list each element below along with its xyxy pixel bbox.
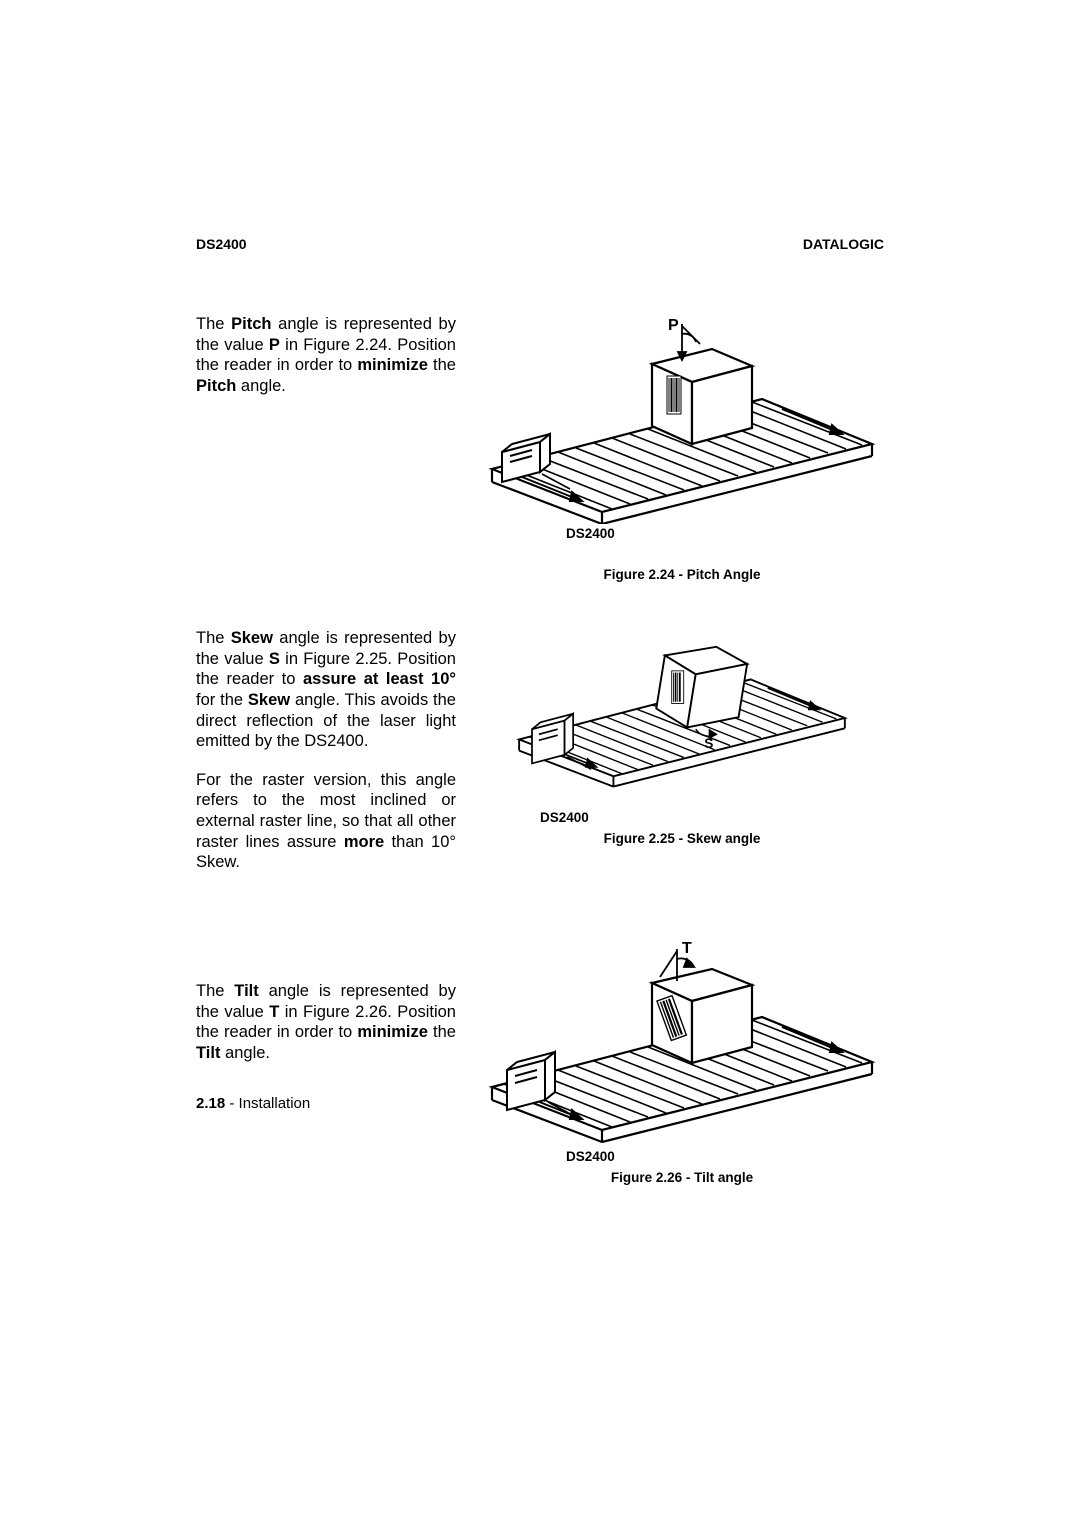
pitch-device-label: DS2400 [566, 526, 615, 541]
pitch-angle-letter: P [668, 317, 679, 334]
section-tilt: The Tilt angle is represented by the val… [196, 937, 884, 1185]
skew-figure: S DS2400 Figure 2.25 - Skew angle [480, 628, 884, 846]
skew-device-label: DS2400 [540, 810, 589, 825]
footer-page: 2.18 [196, 1095, 225, 1112]
tilt-caption: Figure 2.26 - Tilt angle [611, 1170, 753, 1185]
tilt-angle-letter: T [682, 940, 692, 957]
pitch-text: The Pitch angle is represented by the va… [196, 314, 456, 415]
page-header: DS2400 DATALOGIC [196, 236, 884, 252]
skew-angle-letter: S [704, 736, 713, 751]
tilt-figure: T DS2400 Figure 2.26 - Tilt angle [480, 937, 884, 1185]
page-footer: 2.18 - Installation [196, 1095, 310, 1112]
tilt-diagram: T [482, 937, 882, 1147]
skew-caption: Figure 2.25 - Skew angle [604, 831, 761, 846]
skew-text: The Skew angle is represented by the val… [196, 628, 456, 891]
pitch-figure: P DS2400 Figure 2.24 - Pitch Angle [480, 314, 884, 582]
pitch-caption: Figure 2.24 - Pitch Angle [603, 567, 760, 582]
pitch-diagram: P [482, 314, 882, 524]
tilt-text: The Tilt angle is represented by the val… [196, 981, 456, 1082]
header-right: DATALOGIC [803, 236, 884, 252]
section-skew: The Skew angle is represented by the val… [196, 628, 884, 891]
skew-diagram: S [482, 628, 882, 808]
header-left: DS2400 [196, 236, 247, 252]
section-pitch: The Pitch angle is represented by the va… [196, 314, 884, 582]
footer-section: - Installation [225, 1095, 310, 1112]
tilt-device-label: DS2400 [566, 1149, 615, 1164]
page: DS2400 DATALOGIC The Pitch angle is repr… [0, 0, 1080, 1528]
